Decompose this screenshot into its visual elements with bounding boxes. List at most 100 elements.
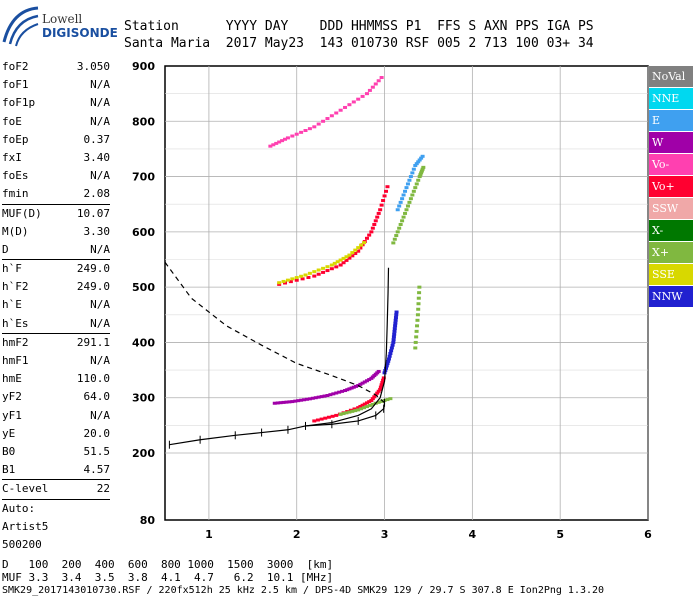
param-row: Auto: bbox=[2, 498, 110, 518]
echo-mark bbox=[329, 263, 334, 267]
echo-mark bbox=[344, 411, 349, 415]
param-row: foF1 N/A bbox=[2, 76, 110, 94]
echo-mark bbox=[397, 204, 402, 208]
echo-mark bbox=[358, 382, 363, 386]
echo-mark bbox=[367, 403, 372, 407]
param-row: Artist5 bbox=[2, 518, 110, 536]
echo-mark bbox=[370, 85, 375, 89]
echo-mark bbox=[349, 386, 354, 390]
echo-mark bbox=[397, 226, 402, 230]
param-name: foF1p bbox=[2, 96, 36, 110]
echo-mark bbox=[384, 364, 389, 368]
echo-mark bbox=[284, 400, 289, 404]
param-value: 22 bbox=[96, 482, 110, 496]
param-name: h`F2 bbox=[2, 280, 29, 294]
echo-mark bbox=[307, 271, 312, 275]
y-tick-label: 600 bbox=[132, 226, 155, 239]
echo-mark bbox=[395, 208, 400, 212]
echo-mark bbox=[393, 321, 398, 325]
echo-mark bbox=[285, 136, 290, 140]
echo-mark bbox=[277, 281, 282, 285]
echo-mark bbox=[387, 354, 392, 358]
echo-mark bbox=[378, 387, 383, 391]
param-value: N/A bbox=[90, 298, 110, 312]
echo-mark bbox=[335, 260, 340, 264]
echo-mark bbox=[382, 194, 387, 198]
echo-mark bbox=[283, 137, 288, 141]
echo-mark bbox=[313, 396, 318, 400]
echo-mark bbox=[280, 139, 285, 143]
echo-mark bbox=[407, 178, 412, 182]
echo-mark bbox=[392, 327, 397, 331]
param-value: 249.0 bbox=[76, 280, 110, 294]
echo-mark bbox=[370, 397, 375, 401]
echo-mark bbox=[391, 338, 396, 342]
param-value: 3.30 bbox=[83, 224, 111, 238]
echo-mark bbox=[418, 173, 423, 177]
echo-mark bbox=[403, 189, 408, 193]
echo-mark bbox=[394, 310, 399, 314]
echo-mark bbox=[408, 175, 413, 179]
echo-mark bbox=[353, 248, 358, 252]
echo-mark bbox=[385, 362, 390, 366]
echo-mark bbox=[364, 379, 369, 383]
echo-mark bbox=[414, 335, 419, 339]
echo-mark bbox=[344, 255, 349, 259]
param-row: foF1p N/A bbox=[2, 94, 110, 112]
echo-mark bbox=[343, 105, 348, 109]
echo-mark bbox=[271, 143, 276, 147]
param-name: yF1 bbox=[2, 408, 22, 422]
echo-mark bbox=[420, 167, 425, 171]
echo-mark bbox=[405, 204, 410, 208]
param-row: foE N/A bbox=[2, 113, 110, 131]
station-header: Station YYYY DAY DDD HHMMSS P1 FFS S AXN… bbox=[124, 18, 601, 52]
echo-mark bbox=[378, 208, 383, 212]
x-tick-label: 4 bbox=[469, 528, 477, 541]
param-value: 10.07 bbox=[76, 206, 110, 220]
echo-mark bbox=[421, 165, 426, 169]
echo-mark bbox=[358, 404, 363, 408]
echo-mark bbox=[334, 265, 339, 269]
param-name: hmF1 bbox=[2, 354, 29, 367]
echo-mark bbox=[288, 280, 293, 284]
echo-mark bbox=[302, 398, 307, 402]
echo-mark bbox=[334, 391, 339, 395]
echo-mark bbox=[417, 158, 422, 162]
param-row: h`Es N/A bbox=[2, 315, 110, 333]
param-name: hmE bbox=[2, 372, 22, 386]
footer-panel: D 100 200 400 600 800 1000 1500 3000 [km… bbox=[2, 558, 604, 597]
param-name: foE bbox=[2, 114, 22, 128]
param-name: Auto: bbox=[2, 501, 36, 515]
echo-mark bbox=[384, 366, 389, 370]
param-name: yF2 bbox=[2, 390, 22, 404]
x-tick-label: 3 bbox=[381, 528, 389, 541]
echo-mark bbox=[347, 103, 352, 107]
param-name: foF2 bbox=[2, 60, 29, 73]
echo-mark bbox=[419, 169, 424, 173]
echo-mark bbox=[388, 351, 393, 355]
echo-mark bbox=[413, 346, 418, 350]
echo-mark bbox=[414, 162, 419, 166]
echo-mark bbox=[393, 324, 398, 328]
echo-mark bbox=[350, 251, 355, 255]
param-value: 51.5 bbox=[83, 444, 111, 458]
echo-mark bbox=[367, 378, 372, 382]
echo-mark bbox=[391, 340, 396, 344]
echo-mark bbox=[393, 316, 398, 320]
echo-mark bbox=[390, 343, 395, 347]
param-row: yE 20.0 bbox=[2, 425, 110, 443]
param-value: 110.0 bbox=[76, 372, 110, 386]
echo-mark bbox=[340, 389, 345, 393]
echo-mark bbox=[359, 407, 364, 411]
echo-mark bbox=[416, 160, 421, 164]
footer-distance-row: D 100 200 400 600 800 1000 1500 3000 [km… bbox=[2, 558, 340, 571]
echo-mark bbox=[341, 261, 346, 265]
legend-item-x: X- bbox=[649, 220, 693, 241]
echo-mark bbox=[338, 412, 343, 416]
echo-mark bbox=[413, 186, 418, 190]
param-row: foEp 0.37 bbox=[2, 131, 110, 149]
digisonde-logo: Lowell DIGISONDE bbox=[2, 4, 118, 52]
echo-mark bbox=[392, 329, 397, 333]
echo-mark bbox=[290, 400, 295, 404]
logo-line1: Lowell bbox=[42, 12, 83, 26]
